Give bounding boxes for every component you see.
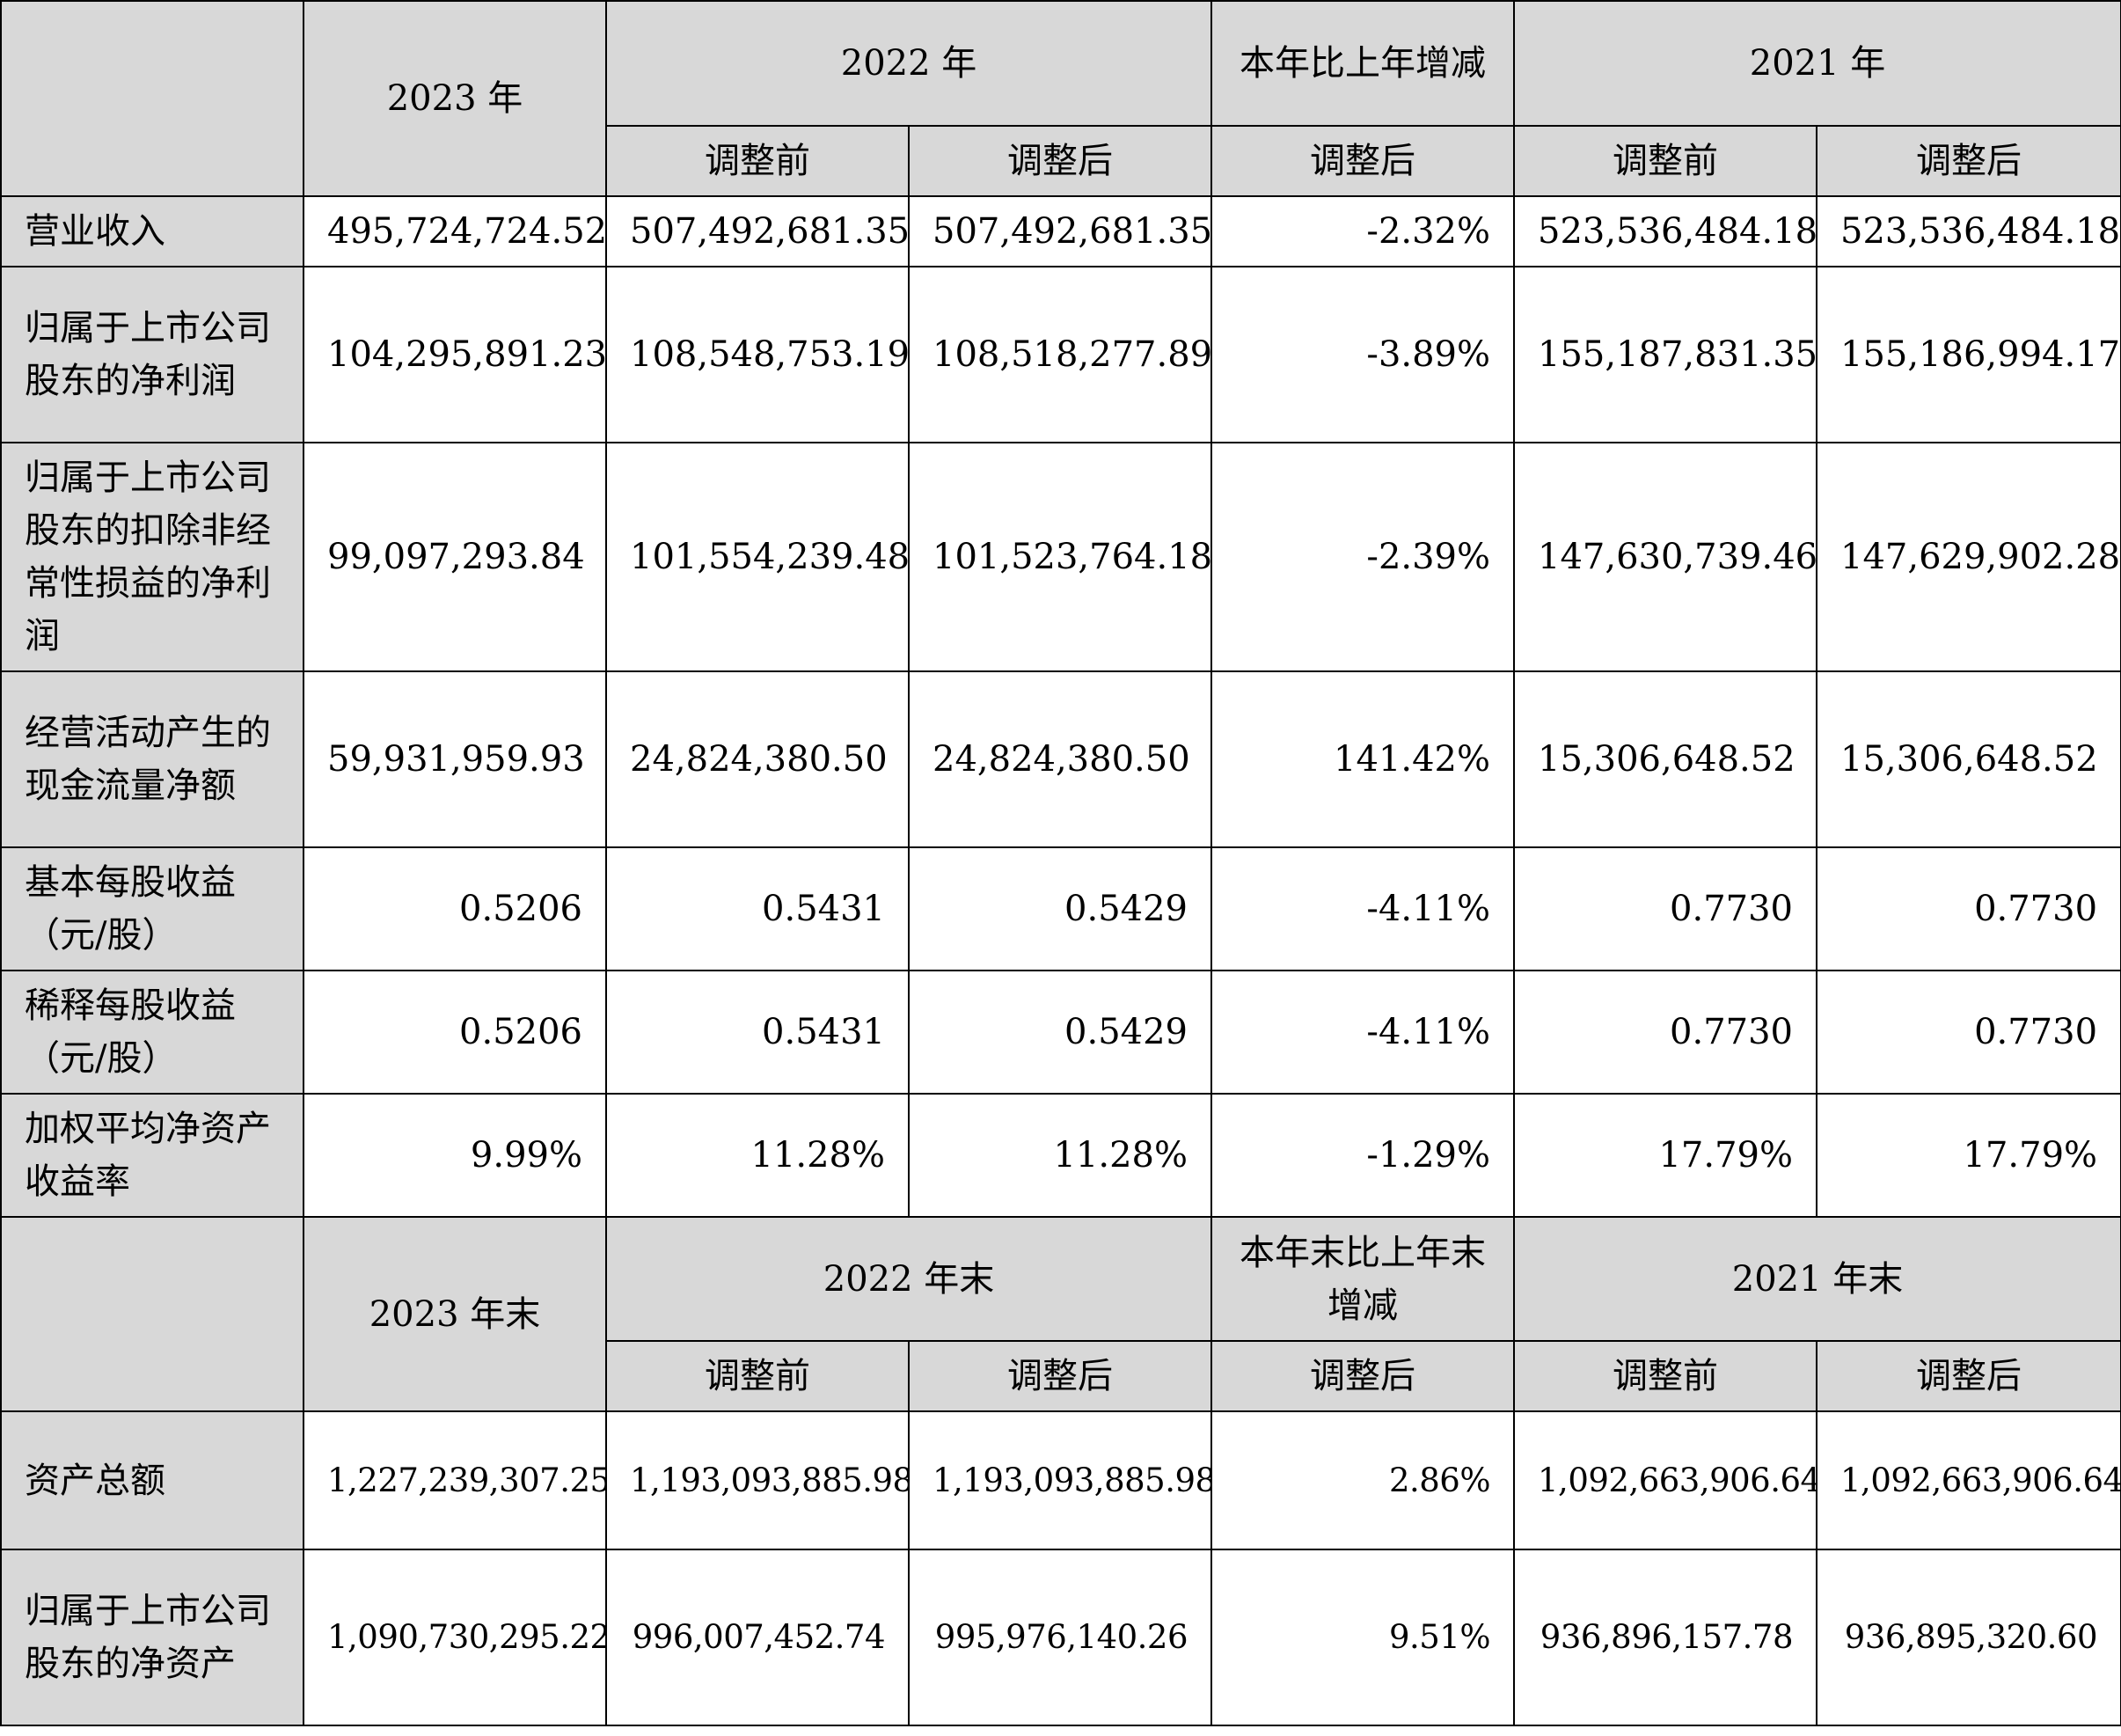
value-cell: 17.79%: [1513, 1093, 1818, 1218]
header-2023: 2023 年: [303, 0, 607, 197]
section1-header-row: 2023 年 2022 年 本年比上年增减 2021 年: [0, 0, 2121, 197]
header-2021: 2021 年: [1513, 0, 2121, 127]
subheader-2022-end-before: 调整前: [605, 1340, 910, 1412]
subheader-2022-end-after: 调整后: [907, 1340, 1213, 1412]
value-cell: 996,007,452.74: [605, 1549, 910, 1726]
value-cell: 1,193,093,885.98: [907, 1410, 1213, 1550]
subheader-2021-before: 调整前: [1513, 125, 1818, 197]
subheader-2021-after: 调整后: [1816, 125, 2121, 197]
value-cell: 0.5206: [303, 970, 607, 1095]
table-row: 基本每股收益（元/股） 0.5206 0.5431 0.5429 -4.11% …: [0, 846, 2121, 971]
value-cell: 0.5429: [907, 846, 1213, 971]
value-cell: 155,187,831.35: [1513, 266, 1818, 443]
value-cell: 155,186,994.17: [1816, 266, 2121, 443]
value-cell: 523,536,484.18: [1513, 195, 1818, 267]
value-cell: 0.7730: [1513, 846, 1818, 971]
value-cell: 0.7730: [1816, 970, 2121, 1095]
row-label: 经营活动产生的现金流量净额: [0, 670, 304, 848]
row-label: 营业收入: [0, 195, 304, 267]
value-cell: 1,227,239,307.25: [303, 1410, 607, 1550]
value-cell: 9.99%: [303, 1093, 607, 1218]
row-label: 加权平均净资产收益率: [0, 1093, 304, 1218]
value-cell: 0.7730: [1816, 846, 2121, 971]
value-cell: -4.11%: [1210, 970, 1516, 1095]
subheader-2021-end-after: 调整后: [1816, 1340, 2121, 1412]
table-row: 归属于上市公司股东的净利润 104,295,891.23 108,548,753…: [0, 266, 2121, 443]
table-row: 稀释每股收益（元/股） 0.5206 0.5431 0.5429 -4.11% …: [0, 970, 2121, 1095]
row-label: 归属于上市公司股东的扣除非经常性损益的净利润: [0, 442, 304, 672]
value-cell: 15,306,648.52: [1513, 670, 1818, 848]
value-cell: 936,896,157.78: [1513, 1549, 1818, 1726]
value-cell: 59,931,959.93: [303, 670, 607, 848]
header-2022: 2022 年: [604, 0, 1213, 127]
value-cell: 0.5206: [303, 846, 607, 971]
value-cell: 147,630,739.46: [1513, 442, 1818, 672]
value-cell: -3.89%: [1210, 266, 1516, 443]
section1-subheader-row: 调整前 调整后 调整后 调整前 调整后: [1, 125, 2121, 197]
value-cell: 495,724,724.52: [303, 195, 607, 267]
section2-corner-cell: [0, 1216, 304, 1412]
value-cell: 0.5431: [605, 970, 910, 1095]
value-cell: -4.11%: [1210, 846, 1516, 971]
value-cell: 1,193,093,885.98: [605, 1410, 910, 1550]
table-row: 归属于上市公司股东的扣除非经常性损益的净利润 99,097,293.84 101…: [0, 442, 2121, 672]
section1-corner-cell: [0, 0, 304, 197]
header-2021-end: 2021 年末: [1513, 1216, 2121, 1342]
value-cell: 24,824,380.50: [907, 670, 1213, 848]
value-cell: 0.5431: [605, 846, 910, 971]
row-label: 基本每股收益（元/股）: [0, 846, 304, 971]
value-cell: 1,092,663,906.64: [1816, 1410, 2121, 1550]
subheader-change-after: 调整后: [1210, 125, 1516, 197]
value-cell: 11.28%: [907, 1093, 1213, 1218]
value-cell: 0.5429: [907, 970, 1213, 1095]
subheader-2022-after: 调整后: [907, 125, 1213, 197]
table-row: 加权平均净资产收益率 9.99% 11.28% 11.28% -1.29% 17…: [0, 1093, 2121, 1218]
table-row: 资产总额 1,227,239,307.25 1,193,093,885.98 1…: [0, 1410, 2121, 1550]
value-cell: 147,629,902.28: [1816, 442, 2121, 672]
value-cell: 101,554,239.48: [605, 442, 910, 672]
value-cell: 1,092,663,906.64: [1513, 1410, 1818, 1550]
header-2023-end: 2023 年末: [303, 1216, 607, 1412]
header-change-end: 本年末比上年末增减: [1210, 1216, 1516, 1342]
value-cell: 99,097,293.84: [303, 442, 607, 672]
subheader-2022-before: 调整前: [605, 125, 910, 197]
value-cell: 2.86%: [1210, 1410, 1516, 1550]
row-label: 稀释每股收益（元/股）: [0, 970, 304, 1095]
value-cell: 101,523,764.18: [907, 442, 1213, 672]
value-cell: 523,536,484.18: [1816, 195, 2121, 267]
value-cell: 24,824,380.50: [605, 670, 910, 848]
section2-header-row: 2023 年末 2022 年末 本年末比上年末增减 2021 年末: [0, 1216, 2121, 1412]
value-cell: -1.29%: [1210, 1093, 1516, 1218]
value-cell: 0.7730: [1513, 970, 1818, 1095]
value-cell: 141.42%: [1210, 670, 1516, 848]
value-cell: 108,548,753.19: [605, 266, 910, 443]
value-cell: 11.28%: [605, 1093, 910, 1218]
value-cell: 507,492,681.35: [605, 195, 910, 267]
value-cell: 936,895,320.60: [1816, 1549, 2121, 1726]
value-cell: -2.32%: [1210, 195, 1516, 267]
value-cell: 15,306,648.52: [1816, 670, 2121, 848]
row-label: 归属于上市公司股东的净资产: [0, 1549, 304, 1726]
value-cell: 1,090,730,295.22: [303, 1549, 607, 1726]
header-2022-end: 2022 年末: [604, 1216, 1213, 1342]
section2-subheader-row: 调整前 调整后 调整后 调整前 调整后: [1, 1340, 2121, 1412]
value-cell: 17.79%: [1816, 1093, 2121, 1218]
value-cell: 104,295,891.23: [303, 266, 607, 443]
row-label: 归属于上市公司股东的净利润: [0, 266, 304, 443]
subheader-change-end-after: 调整后: [1210, 1340, 1516, 1412]
value-cell: -2.39%: [1210, 442, 1516, 672]
table-row: 经营活动产生的现金流量净额 59,931,959.93 24,824,380.5…: [0, 670, 2121, 848]
value-cell: 108,518,277.89: [907, 266, 1213, 443]
value-cell: 995,976,140.26: [907, 1549, 1213, 1726]
value-cell: 9.51%: [1210, 1549, 1516, 1726]
table-row: 归属于上市公司股东的净资产 1,090,730,295.22 996,007,4…: [0, 1549, 2121, 1726]
row-label: 资产总额: [0, 1410, 304, 1550]
table-row: 营业收入 495,724,724.52 507,492,681.35 507,4…: [0, 195, 2121, 267]
subheader-2021-end-before: 调整前: [1513, 1340, 1818, 1412]
value-cell: 507,492,681.35: [907, 195, 1213, 267]
header-change: 本年比上年增减: [1210, 0, 1516, 127]
